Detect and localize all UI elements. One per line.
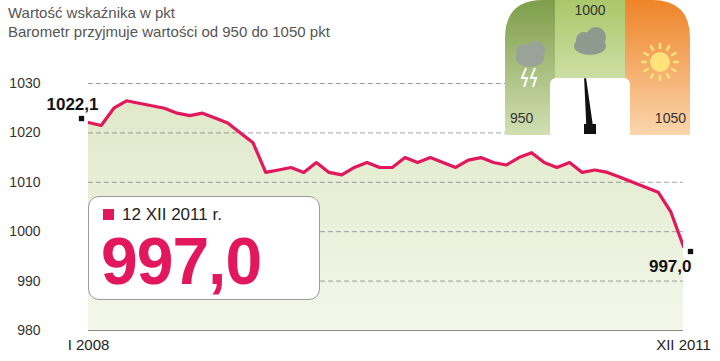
svg-text:990: 990 (17, 273, 41, 289)
svg-text:I 2008: I 2008 (68, 336, 110, 353)
svg-text:1010: 1010 (9, 174, 40, 190)
svg-text:1030: 1030 (9, 75, 40, 91)
svg-text:1020: 1020 (9, 124, 40, 140)
html-text:12 XII 2011 r.: 12 XII 2011 r. (122, 205, 222, 224)
svg-text:950: 950 (510, 110, 534, 126)
svg-text:1000: 1000 (9, 223, 40, 239)
svg-text:980: 980 (17, 322, 41, 338)
svg-text:997,0: 997,0 (649, 257, 692, 276)
html-text:997,0: 997,0 (101, 224, 262, 298)
svg-text:1022,1: 1022,1 (47, 95, 99, 114)
svg-text:XII 2011: XII 2011 (656, 336, 711, 353)
html-text:Barometr przyjmuje wartości od: Barometr przyjmuje wartości od 950 do 10… (8, 23, 330, 40)
html-text:Wartość wskaźnika w pkt: Wartość wskaźnika w pkt (8, 4, 175, 21)
svg-text:1050: 1050 (655, 110, 686, 126)
svg-text:1000: 1000 (574, 2, 605, 18)
